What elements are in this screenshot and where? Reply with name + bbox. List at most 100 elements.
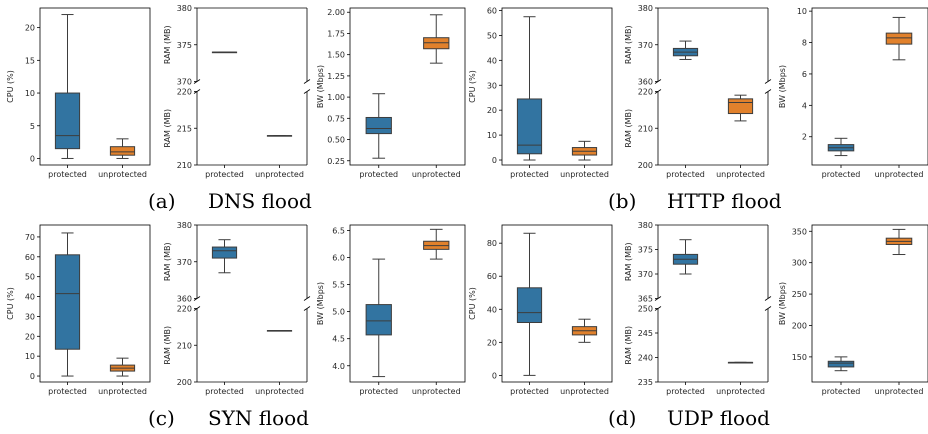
syn-flood-cpu-ytick-label-7: 70 [25,233,35,242]
udp-flood-ram-xtick-label-protected: protected [666,387,705,396]
dns-flood-bw-ytick-label-2: 0.75 [327,114,345,123]
udp-flood-ram-top-ytick-label-2: 375 [638,246,653,255]
http-flood-cpu-ytick-label-0: 0 [492,156,497,165]
dns-flood-cpu-protected-box [54,92,81,150]
syn-flood-ram-top-ylabel: RAM (MB) [163,242,172,281]
http-flood-bw-ytick-label-2: 6 [802,70,807,79]
dns-flood-ram-bottom-ytick-label-2: 220 [177,88,192,97]
syn-flood-bw-ylabel: BW (Mbps) [316,282,325,325]
syn-flood-ram-bottom-ytick-label-1: 210 [177,341,192,350]
dns-flood-bw-ytick-label-0: 0.25 [327,157,345,166]
dns-flood-ram-break-mark-3 [303,89,311,94]
udp-flood-bw-xtick-label-unprotected: unprotected [875,387,924,396]
syn-flood-cpu-xtick-label-unprotected: unprotected [98,387,147,396]
syn-flood-cpu-ytick-label-2: 20 [25,332,35,341]
caption-b-title: HTTP flood [667,189,782,213]
syn-flood-ram-top-ytick-label-2: 380 [177,221,192,230]
udp-flood-ram-top-ytick-label-1: 370 [638,270,653,279]
dns-flood-cpu-ytick-label-3: 15 [25,56,35,65]
udp-flood-ram-break-mark-3 [764,306,772,311]
syn-flood-ram-break-mark-1 [303,296,311,301]
syn-flood-bw-xtick-label-protected: protected [359,387,398,396]
syn-flood-bw-ytick-label-5: 6.5 [332,226,345,235]
udp-flood-bw-protected-box [827,360,855,368]
dns-flood-ram-xtick-label-protected: protected [205,170,244,179]
http-flood-ram-bottom-ylabel: RAM (MB) [624,109,633,148]
caption-d-letter: (d) [608,406,636,430]
udp-flood-cpu-ytick-label-3: 60 [487,272,497,281]
dns-flood-bw-ytick-label-1: 0.50 [327,136,345,145]
dns-flood-bw-ytick-label-4: 1.25 [327,72,345,81]
dns-flood-bw-ytick-label-7: 2.00 [327,8,345,17]
dns-flood-ram-bottom-ylabel: RAM (MB) [163,109,172,148]
syn-flood-cpu-ytick-label-3: 30 [25,312,35,321]
dns-flood-cpu-ytick-label-1: 5 [30,122,35,131]
udp-flood-bw-ytick-label-1: 200 [792,321,807,330]
udp-flood-cpu-frame [501,224,613,383]
dns-flood-cpu-xtick-label-protected: protected [48,170,87,179]
dns-flood-bw-ytick-label-3: 1.00 [327,93,345,102]
http-flood-bw-xtick-label-protected: protected [822,170,861,179]
dns-flood-bw-frame [349,7,466,166]
http-flood-bw-ylabel: BW (Mbps) [778,65,787,108]
http-flood-ram-break-mark-3 [764,89,772,94]
udp-flood-cpu-protected-box [516,287,543,324]
caption-a-letter: (a) [148,189,176,213]
http-flood-ram-bottom-ytick-label-0: 200 [638,161,653,170]
syn-flood-bw-xtick-label-unprotected: unprotected [412,387,461,396]
udp-flood-cpu-ytick-label-4: 80 [487,239,497,248]
dns-flood-bw-protected-box [365,116,392,135]
syn-flood-cpu-ytick-label-6: 60 [25,253,35,262]
http-flood-ram-xtick-label-unprotected: unprotected [716,170,765,179]
syn-flood-ram-xtick-label-protected: protected [205,387,244,396]
dns-flood-ram-bottom-ytick-label-0: 210 [177,161,192,170]
http-flood-bw-unprotected-box [885,32,913,45]
udp-flood-cpu-xtick-label-protected: protected [510,387,549,396]
http-flood-cpu-xtick-label-unprotected: unprotected [560,170,609,179]
syn-flood-ram-break-mark-0 [193,296,201,301]
caption-c-letter: (c) [148,406,175,430]
dns-flood-ram-break-mark-0 [193,79,201,84]
http-flood-cpu-ytick-label-5: 50 [487,31,497,40]
syn-flood-ram-xtick-label-unprotected: unprotected [255,387,304,396]
http-flood-ram-break-mark-1 [764,79,772,84]
http-flood-cpu-ytick-label-3: 30 [487,81,497,90]
http-flood-ram-bottom-ytick-label-2: 220 [638,88,653,97]
caption-d-title: UDP flood [667,406,770,430]
dns-flood-ram-top-ylabel: RAM (MB) [163,25,172,64]
udp-flood-ram-bottom-ytick-label-3: 250 [638,305,653,314]
udp-flood-ram-top-ytick-label-3: 380 [638,221,653,230]
http-flood-cpu-ytick-label-2: 20 [487,106,497,115]
dns-flood-bw-xtick-label-protected: protected [359,170,398,179]
syn-flood-ram-bottom-ytick-label-0: 200 [177,378,192,387]
dns-flood-cpu-xtick-label-unprotected: unprotected [98,170,147,179]
http-flood-ram-top-ytick-label-2: 380 [638,4,653,13]
syn-flood-cpu-protected-box [54,254,81,350]
syn-flood-bw-ytick-label-0: 4.0 [332,362,345,371]
http-flood-ram-top-ylabel: RAM (MB) [624,25,633,64]
dns-flood-cpu-ytick-label-2: 10 [25,89,35,98]
dns-flood-bw-ytick-label-6: 1.75 [327,29,345,38]
http-flood-bw-ytick-label-1: 4 [802,101,807,110]
http-flood-ram-xtick-label-protected: protected [666,170,705,179]
http-flood-ram-top-ytick-label-0: 360 [638,78,653,87]
dns-flood-cpu-ytick-label-4: 20 [25,24,35,33]
dns-flood-cpu-frame [39,7,151,166]
dns-flood-bw-ylabel: BW (Mbps) [316,65,325,108]
http-flood-bw-ytick-label-4: 10 [797,7,807,16]
udp-flood-ram-top-ytick-label-0: 365 [638,295,653,304]
caption-a-title: DNS flood [208,189,312,213]
dns-flood-ram-break-mark-1 [303,79,311,84]
http-flood-ram-top-ytick-label-1: 370 [638,41,653,50]
udp-flood-ram-bottom-ytick-label-0: 235 [638,378,653,387]
http-flood-cpu-ytick-label-6: 60 [487,6,497,15]
udp-flood-bw-ytick-label-0: 150 [792,353,807,362]
udp-flood-ram-break-mark-0 [654,296,662,301]
http-flood-bw-ytick-label-3: 8 [802,39,807,48]
syn-flood-bw-ytick-label-3: 5.5 [332,281,345,290]
syn-flood-cpu-ytick-label-0: 0 [30,372,35,381]
dns-flood-cpu-ytick-label-0: 0 [30,154,35,163]
dns-flood-ram-bottom-ytick-label-1: 215 [177,124,192,133]
dns-flood-cpu-unprotected-box [109,146,136,156]
